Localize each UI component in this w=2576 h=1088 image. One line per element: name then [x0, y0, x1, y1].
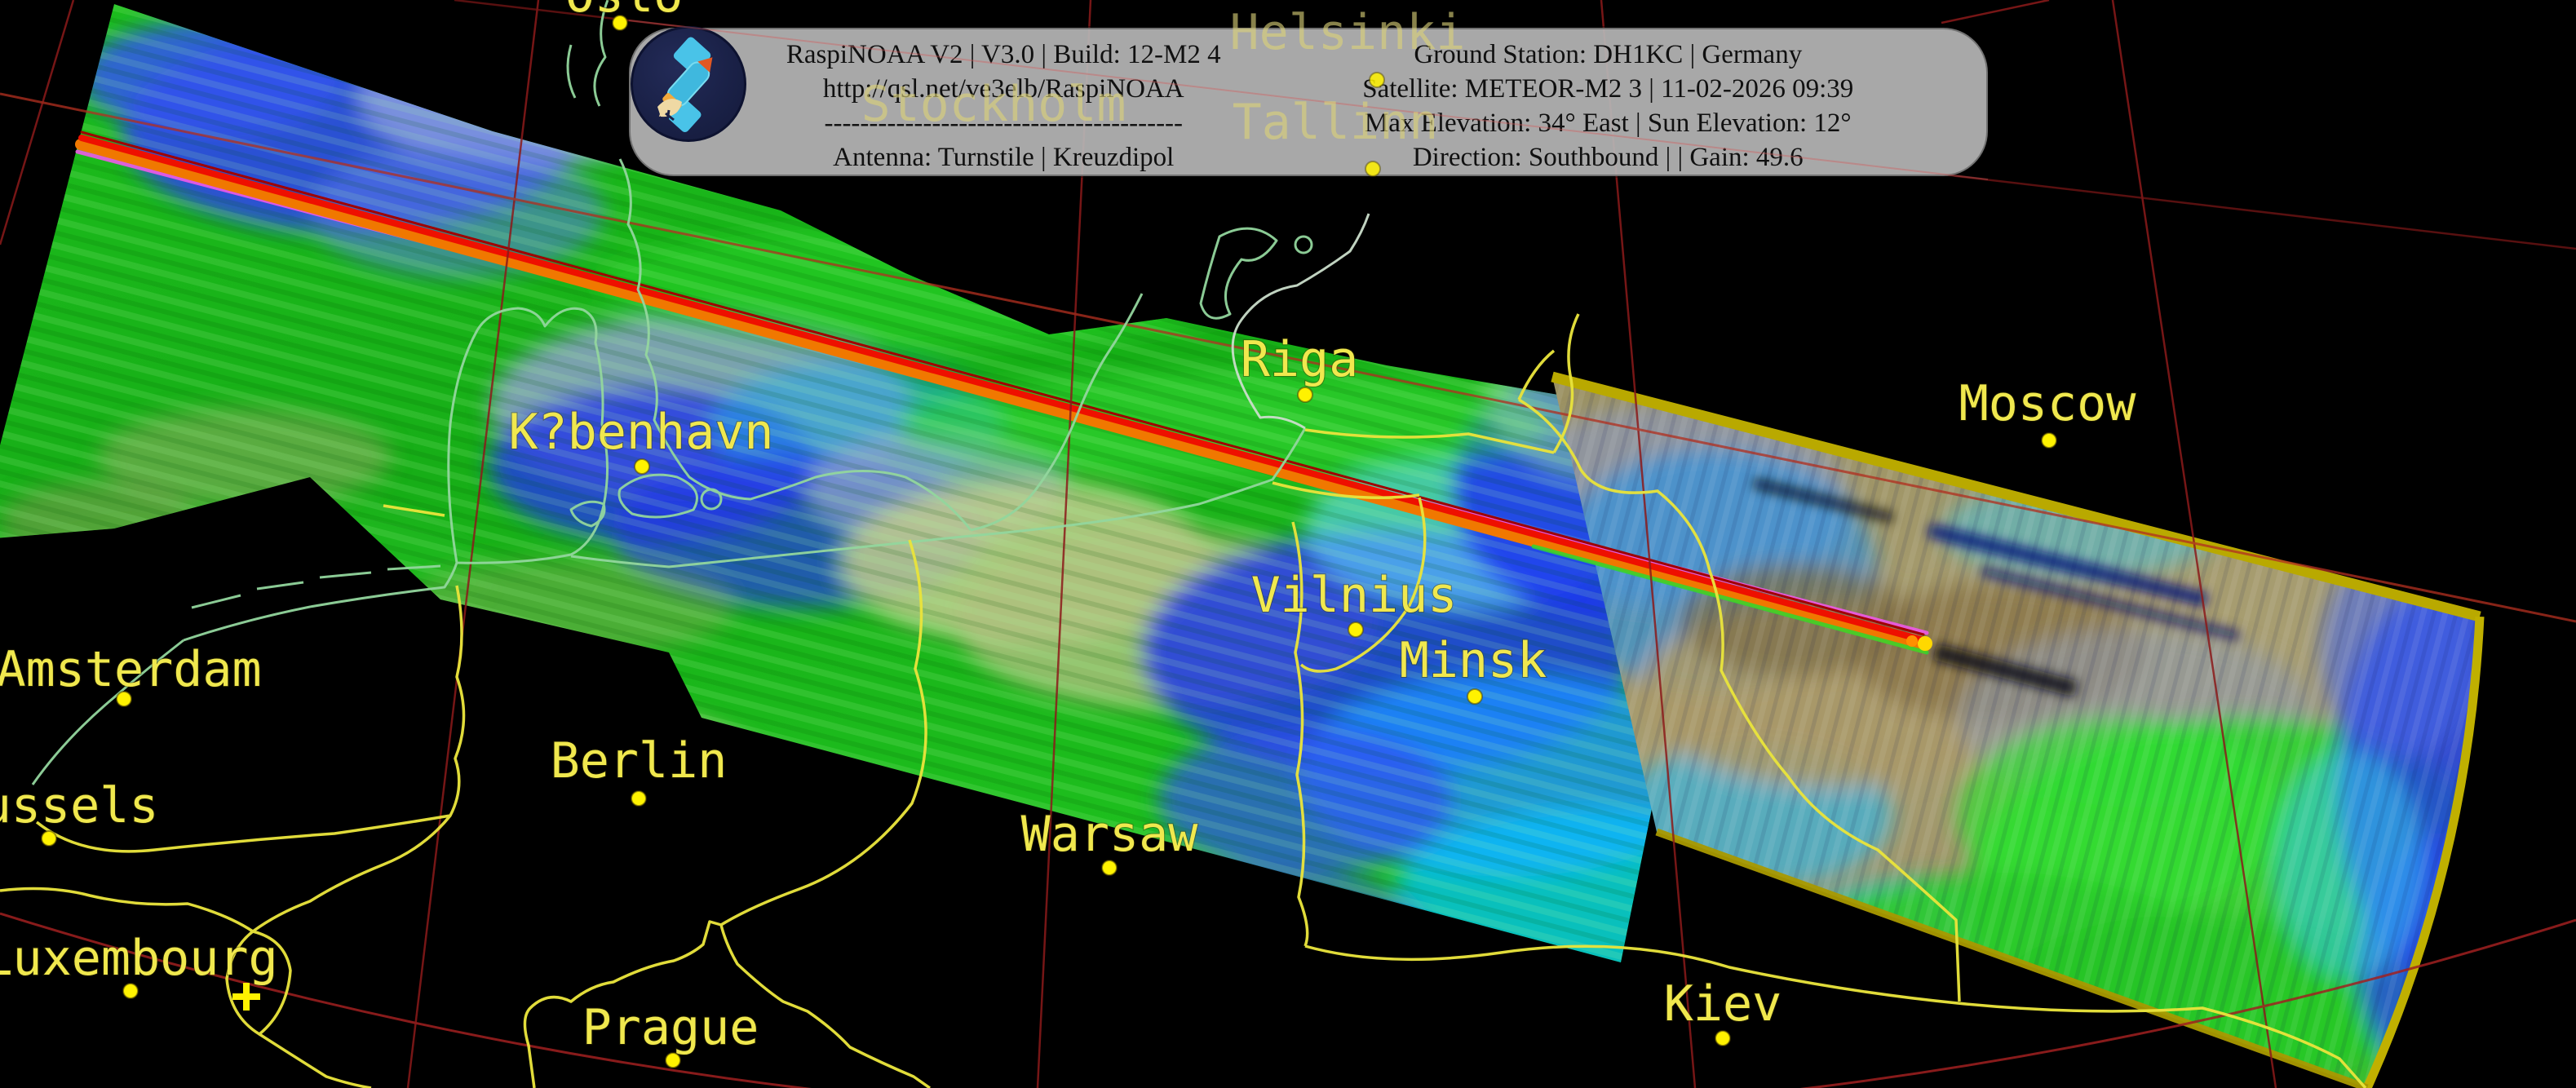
border-de-pl — [720, 539, 927, 927]
swath-edge-bottom — [1655, 828, 2369, 1088]
city-marker-minsk — [1467, 688, 1483, 705]
track-red-line — [78, 135, 1927, 644]
border-czech — [523, 920, 932, 1088]
city-marker-oslo — [612, 15, 628, 31]
coastlines — [31, 0, 1370, 785]
raspinoaa-logo — [631, 26, 746, 142]
coast-island — [700, 488, 723, 511]
city-label-kiev: Kiev — [1664, 975, 1782, 1033]
satellite-icon — [657, 37, 713, 133]
info-panel-left-column: RaspiNOAA V2 | V3.0 | Build: 12-M2 4 htt… — [631, 38, 1255, 175]
city-layer: OsloRigaMoscowK?benhavnVilniusMinskAmste… — [0, 0, 2137, 1068]
city-label-riga: Riga — [1241, 331, 1359, 388]
project-url: http://qsl.net/ve3elb/RaspiNOAA — [822, 74, 1184, 104]
ground-station-info: Ground Station: DH1KC | Germany — [1414, 40, 1803, 69]
city-marker-brussels — [41, 830, 57, 847]
city-marker-k-benhavn — [634, 458, 650, 475]
parallel-2 — [0, 912, 2576, 1088]
border-nl-de-be — [35, 585, 466, 853]
city-label-moscow: Moscow — [1959, 375, 2137, 432]
city-label-amsterdam: Amsterdam — [0, 641, 262, 698]
divider-dashes: ---------------------------------------- — [824, 108, 1184, 138]
meridian-4 — [1600, 0, 1697, 1088]
city-label-luxembourg: Luxembourg — [0, 930, 278, 987]
parallel-1 — [0, 92, 2576, 623]
border-by-ru — [1518, 398, 1961, 1002]
city-label-prague: Prague — [582, 999, 759, 1056]
meridian-2 — [406, 0, 540, 1088]
coast-netherlands — [31, 639, 184, 785]
city-marker-prague — [665, 1052, 681, 1068]
city-marker-kiev — [1715, 1030, 1731, 1046]
city-marker-luxembourg — [122, 983, 139, 999]
elevation-info: Max Elevation: 34° East | Sun Elevation:… — [1364, 108, 1852, 138]
track-darkred-edge — [80, 130, 1925, 636]
border-pl-by — [1291, 521, 1309, 947]
coast-jutland — [447, 307, 609, 564]
meridian-1 — [0, 0, 75, 245]
city-marker-riga — [1297, 387, 1313, 403]
city-marker-moscow — [2041, 432, 2057, 449]
coast-frisian-islands — [191, 564, 441, 609]
border-be-de — [251, 814, 452, 933]
coast-german-bight — [183, 562, 458, 642]
track-green-fringe — [1531, 544, 1929, 655]
direction-gain-info: Direction: Southbound | | Gain: 49.6 — [1412, 143, 1804, 172]
city-marker-berlin — [631, 790, 647, 807]
city-marker-vilnius — [1348, 621, 1364, 638]
city-label-k-benhavn: K?benhavn — [508, 404, 773, 461]
satellite-track — [75, 130, 1932, 655]
swath-edge-top — [1551, 371, 2481, 622]
coast-island-2 — [1294, 235, 1313, 254]
info-panel-text: RaspiNOAA V2 | V3.0 | Build: 12-M2 4 htt… — [631, 29, 1986, 175]
satellite-pass-info: Satellite: METEOR-M2 3 | 11-02-2026 09:3… — [1362, 74, 1854, 104]
border-dk-de — [383, 504, 445, 517]
info-panel-right-column: Ground Station: DH1KC | Germany Satellit… — [1255, 38, 1986, 175]
city-label-brussels: Brussels — [0, 777, 158, 834]
coast-oslo-fjord — [593, 0, 609, 107]
meridian-3 — [1036, 0, 1092, 1088]
coast-gotland — [1199, 227, 1278, 320]
track-end-orange — [1906, 635, 1918, 647]
city-marker-warsaw — [1101, 860, 1118, 876]
coast-sweden-east — [970, 293, 1144, 532]
satellite-dish — [657, 99, 682, 117]
swath-edge-right — [2362, 616, 2485, 1088]
track-end-tip — [1918, 636, 1932, 651]
antenna-info: Antenna: Turnstile | Kreuzdipol — [833, 143, 1175, 172]
coast-gulf-of-riga — [1231, 213, 1370, 430]
track-orange-line — [75, 139, 1929, 653]
city-marker-amsterdam — [116, 691, 132, 707]
coast-zealand — [617, 473, 698, 519]
info-panel: RaspiNOAA V2 | V3.0 | Build: 12-M2 4 htt… — [629, 26, 1988, 176]
city-label-warsaw: Warsaw — [1021, 806, 1199, 863]
border-de-fr — [259, 1033, 372, 1088]
coast-baltic-south — [570, 427, 1307, 568]
build-info: RaspiNOAA V2 | V3.0 | Build: 12-M2 4 — [786, 40, 1221, 69]
grid-cross-marker — [232, 983, 260, 1011]
border-ua-by — [1304, 944, 2367, 1088]
country-borders — [0, 313, 2367, 1088]
border-lt-by — [1299, 497, 1427, 673]
city-label-vilnius: Vilnius — [1251, 567, 1458, 624]
border-lv-by — [1517, 349, 1556, 400]
parallel-3 — [1941, 0, 2050, 24]
border-lt-lv — [1304, 428, 1555, 454]
city-label-minsk: Minsk — [1400, 632, 1547, 689]
border-lv-ru — [1552, 313, 1580, 453]
satellite-dish-arrow — [665, 109, 675, 122]
city-label-berlin: Berlin — [551, 732, 728, 789]
border-be-fr — [0, 887, 254, 933]
coast-sweden-west — [618, 158, 972, 531]
coast-norway — [566, 44, 577, 99]
border-kaliningrad — [1272, 481, 1420, 500]
coast-funen — [569, 500, 606, 528]
satellite-nose — [697, 57, 713, 73]
